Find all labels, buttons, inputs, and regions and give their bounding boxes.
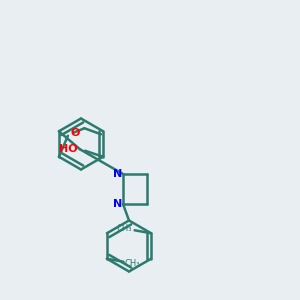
Text: HO: HO xyxy=(59,144,78,154)
Text: O: O xyxy=(70,128,80,138)
Text: CH₃: CH₃ xyxy=(116,224,132,233)
Text: N: N xyxy=(113,169,122,179)
Text: N: N xyxy=(113,199,122,209)
Text: CH₃: CH₃ xyxy=(125,259,140,268)
